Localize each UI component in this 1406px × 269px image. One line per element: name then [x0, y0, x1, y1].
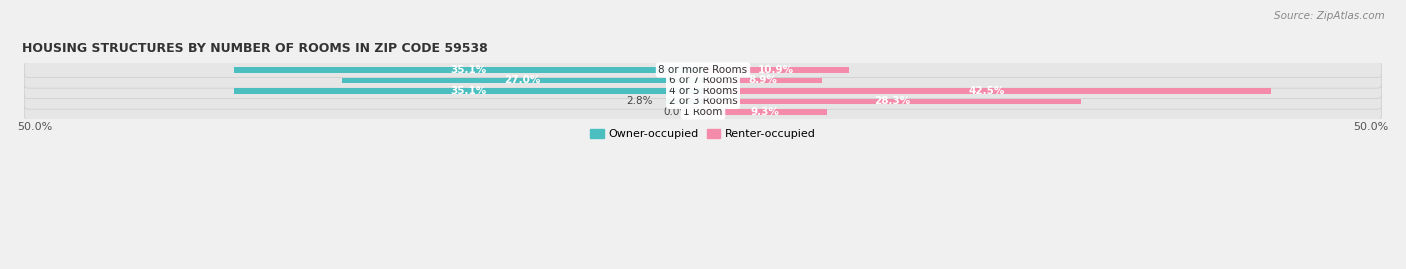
FancyBboxPatch shape	[25, 104, 1381, 120]
FancyBboxPatch shape	[25, 83, 1381, 99]
Text: HOUSING STRUCTURES BY NUMBER OF ROOMS IN ZIP CODE 59538: HOUSING STRUCTURES BY NUMBER OF ROOMS IN…	[22, 42, 488, 55]
Text: 2.8%: 2.8%	[626, 96, 652, 106]
Text: 8.9%: 8.9%	[748, 75, 778, 85]
Bar	[703, 67, 849, 73]
Bar	[703, 88, 1271, 94]
Text: 42.5%: 42.5%	[969, 86, 1005, 96]
FancyBboxPatch shape	[25, 62, 1381, 78]
FancyBboxPatch shape	[25, 94, 1381, 109]
Text: 8 or more Rooms: 8 or more Rooms	[658, 65, 748, 75]
Text: Source: ZipAtlas.com: Source: ZipAtlas.com	[1274, 11, 1385, 21]
Text: 2 or 3 Rooms: 2 or 3 Rooms	[669, 96, 737, 106]
Text: 6 or 7 Rooms: 6 or 7 Rooms	[669, 75, 737, 85]
Legend: Owner-occupied, Renter-occupied: Owner-occupied, Renter-occupied	[586, 125, 820, 144]
Text: 9.3%: 9.3%	[751, 107, 779, 117]
Text: 35.1%: 35.1%	[450, 86, 486, 96]
Bar	[665, 99, 703, 104]
Bar	[703, 78, 823, 83]
Text: 10.9%: 10.9%	[758, 65, 794, 75]
Bar	[235, 88, 703, 94]
Text: 4 or 5 Rooms: 4 or 5 Rooms	[669, 86, 737, 96]
Text: 35.1%: 35.1%	[450, 65, 486, 75]
Text: 27.0%: 27.0%	[505, 75, 541, 85]
Bar	[703, 99, 1081, 104]
Text: 0.0%: 0.0%	[664, 107, 690, 117]
Text: 28.3%: 28.3%	[875, 96, 910, 106]
FancyBboxPatch shape	[25, 73, 1381, 88]
Text: 1 Room: 1 Room	[683, 107, 723, 117]
Bar	[343, 78, 703, 83]
Bar	[235, 67, 703, 73]
Bar	[703, 109, 827, 115]
